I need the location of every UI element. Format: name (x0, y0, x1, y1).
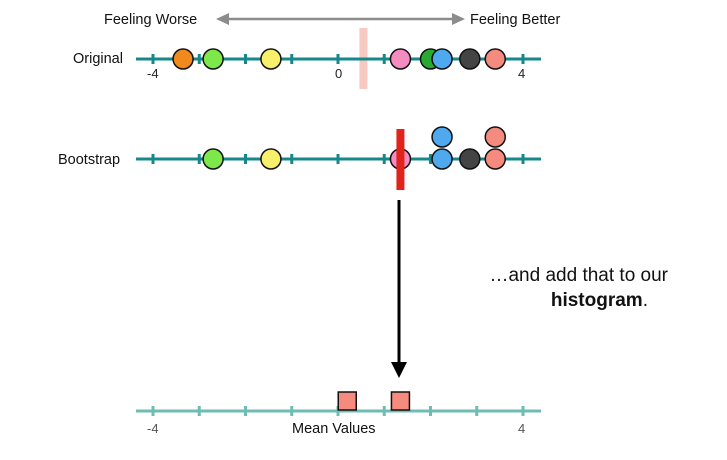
histogram-tick-label-neg4: -4 (147, 421, 159, 436)
original-data-point (459, 48, 481, 70)
original-data-point (431, 48, 453, 70)
original-data-point (202, 48, 224, 70)
original-data-point (260, 48, 282, 70)
bootstrap-points (202, 126, 506, 170)
bootstrap-data-point (202, 148, 224, 170)
original-label: Original (73, 51, 123, 67)
down-arrow-head (391, 362, 407, 378)
arrow-right-head (452, 13, 465, 25)
callout-line-1: …and add that to our (489, 265, 668, 286)
bootstrap-mean-marker (396, 129, 405, 190)
histogram-row: -4 4 Mean Values (136, 391, 541, 437)
bootstrap-row: Bootstrap (58, 126, 541, 190)
original-data-point (389, 48, 412, 70)
mean-values-label: Mean Values (292, 421, 376, 437)
histogram-mean-square (337, 391, 357, 411)
callout-histogram-word: histogram (551, 290, 643, 311)
original-tick-label-4: 4 (518, 66, 525, 81)
callout-line-2: histogram. (551, 290, 648, 311)
histogram-axis (136, 406, 541, 416)
original-data-point (172, 48, 194, 70)
bootstrap-data-point (484, 148, 506, 170)
feeling-scale: Feeling Worse Feeling Better (104, 12, 560, 28)
feeling-worse-label: Feeling Worse (104, 12, 197, 28)
histogram-squares (337, 391, 411, 411)
bootstrap-mean-bar (396, 129, 405, 190)
bootstrap-data-point (431, 148, 453, 170)
histogram-tick-label-4: 4 (518, 421, 525, 436)
original-tick-label-0: 0 (335, 66, 342, 81)
original-data-point (484, 48, 506, 70)
down-arrow (391, 200, 407, 378)
original-row: Original -4 0 4 (73, 28, 541, 89)
bootstrap-data-point (459, 148, 481, 170)
original-tick-label-neg4: -4 (147, 66, 159, 81)
arrow-left-head (216, 13, 229, 25)
bootstrap-data-point (431, 126, 453, 148)
callout: …and add that to our histogram. (489, 265, 668, 311)
histogram-mean-square (390, 391, 411, 411)
bootstrap-data-point (260, 148, 282, 170)
feeling-better-label: Feeling Better (470, 12, 560, 28)
original-points (172, 48, 506, 70)
bootstrap-label: Bootstrap (58, 152, 120, 168)
bootstrap-data-point (484, 126, 506, 148)
callout-period: . (643, 290, 648, 311)
